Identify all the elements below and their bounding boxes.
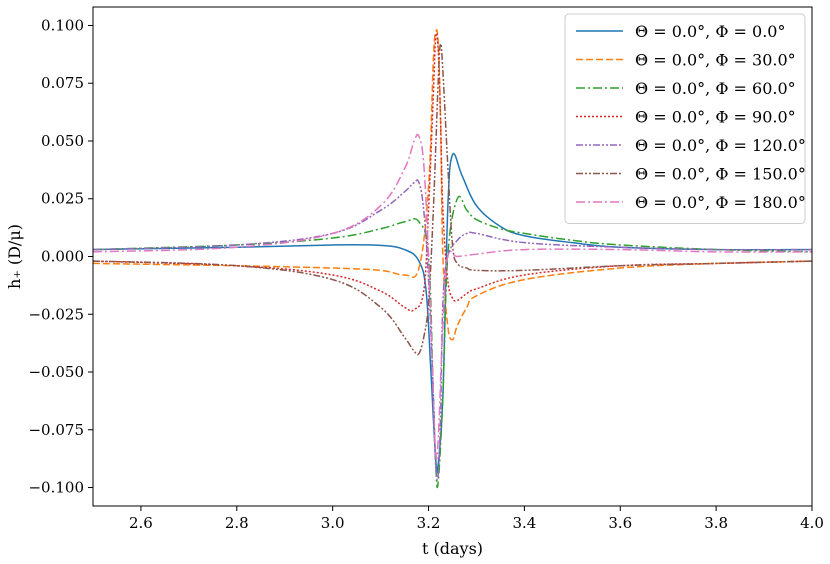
legend-box [564, 13, 806, 224]
legend-label-0: Θ = 0.0°, Φ = 0.0° [635, 22, 785, 41]
series-line-2 [93, 195, 812, 489]
y-tick-label: −0.050 [28, 363, 84, 381]
y-axis: −0.100 −0.075 −0.050 −0.025 0.000 0.025 0.050 0… [28, 16, 93, 497]
series-line-1 [93, 29, 812, 341]
x-tick-label: 3.0 [321, 514, 345, 532]
legend-label-6: Θ = 0.0°, Φ = 180.0° [635, 193, 806, 212]
x-tick-label: 2.8 [225, 514, 249, 532]
x-tick-label: 2.6 [129, 514, 153, 532]
y-tick-label: −0.075 [28, 421, 84, 439]
y-tick-label: 0.100 [41, 16, 84, 34]
x-axis: 2.6 2.8 3.0 3.2 3.4 3.6 3.8 4.0 [129, 506, 824, 532]
x-tick-label: 3.2 [417, 514, 441, 532]
x-tick-label: 3.8 [704, 514, 728, 532]
legend-label-5: Θ = 0.0°, Φ = 150.0° [635, 165, 806, 184]
y-tick-label: 0.000 [41, 248, 84, 266]
y-tick-label: 0.050 [41, 132, 84, 150]
series-line-5 [93, 42, 812, 356]
y-tick-label: −0.025 [28, 305, 84, 323]
x-axis-label: t (days) [422, 539, 483, 558]
x-tick-label: 4.0 [800, 514, 824, 532]
series-line-4 [93, 179, 812, 481]
legend-label-1: Θ = 0.0°, Φ = 30.0° [635, 51, 796, 70]
y-tick-label: 0.075 [41, 74, 84, 92]
y-tick-label: 0.025 [41, 190, 84, 208]
legend-label-2: Θ = 0.0°, Φ = 60.0° [635, 79, 796, 98]
series-layer [93, 29, 812, 489]
legend-label-3: Θ = 0.0°, Φ = 90.0° [635, 108, 796, 127]
y-axis-label: h₊ (D/μ) [5, 224, 24, 289]
y-tick-label: −0.100 [28, 479, 84, 497]
x-tick-label: 3.6 [608, 514, 632, 532]
legend: Θ = 0.0°, Φ = 0.0° Θ = 0.0°, Φ = 30.0° Θ =… [564, 13, 806, 224]
x-tick-label: 3.4 [512, 514, 536, 532]
series-line-6 [93, 133, 812, 460]
legend-label-4: Θ = 0.0°, Φ = 120.0° [635, 136, 806, 155]
series-line-0 [93, 152, 812, 474]
